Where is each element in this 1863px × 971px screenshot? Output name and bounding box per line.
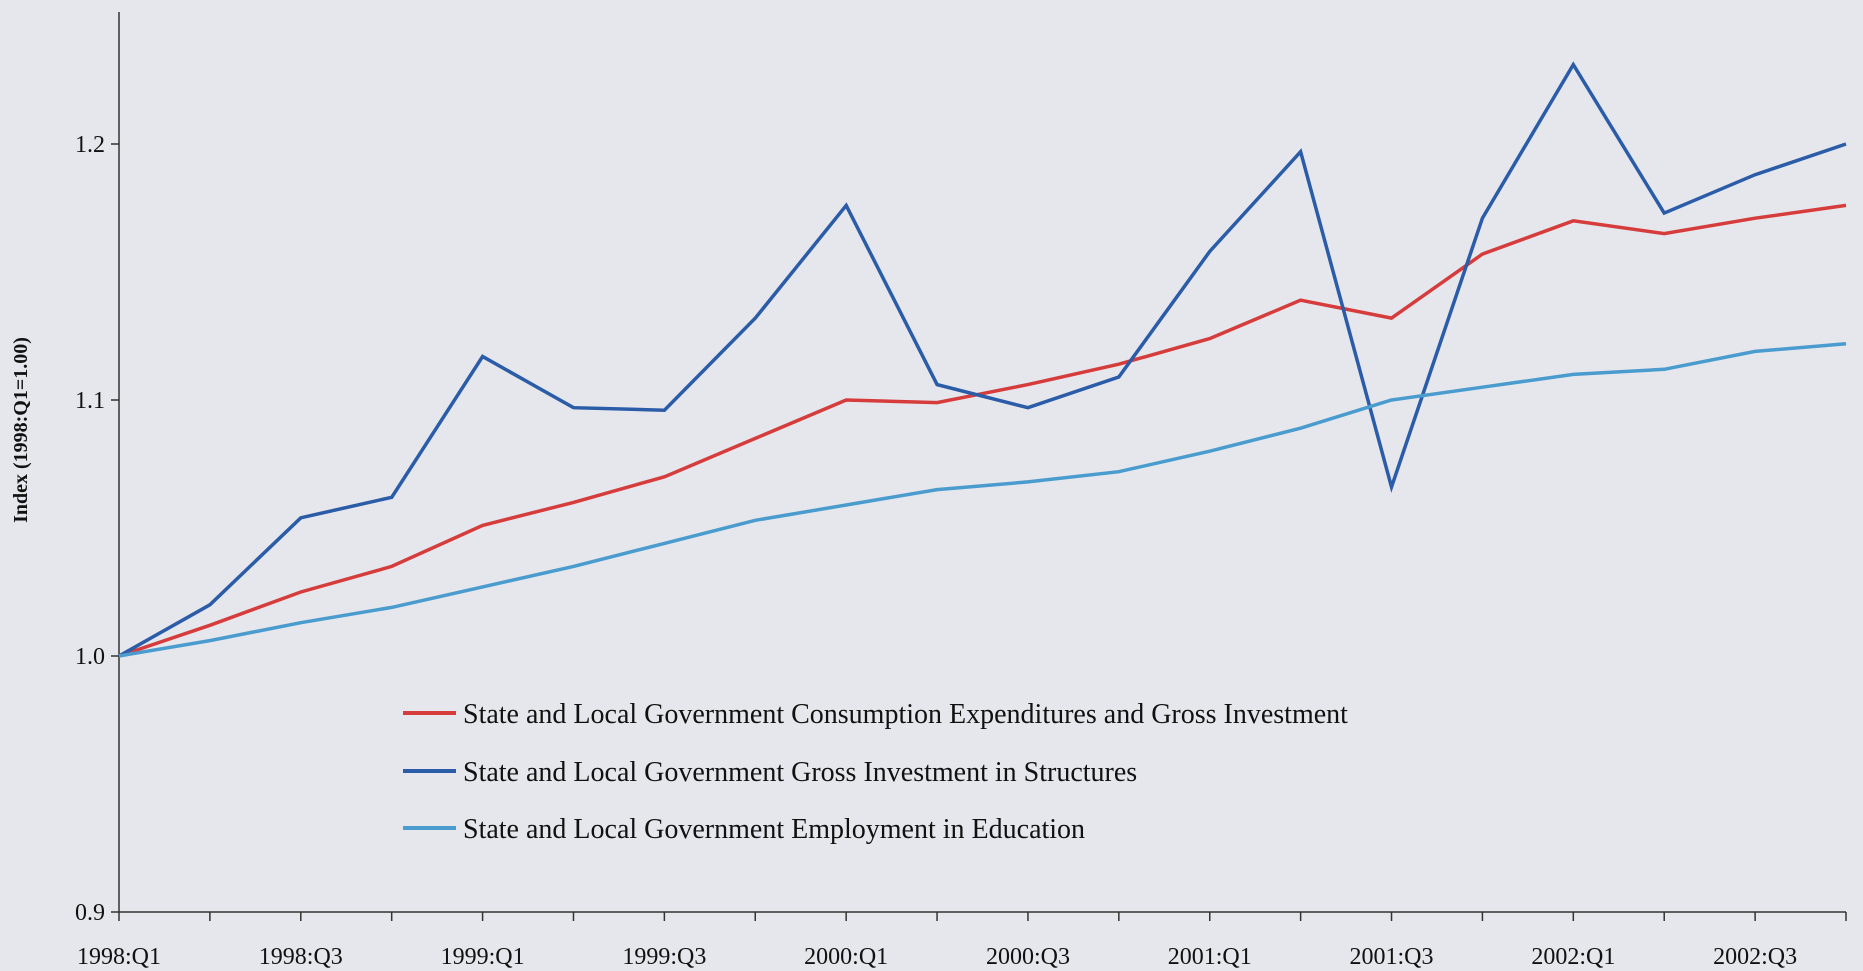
x-tick-label: 2001:Q3 bbox=[1350, 944, 1434, 970]
series-line-1 bbox=[118, 203, 1847, 658]
y-tick-label: 0.9 bbox=[75, 900, 105, 926]
series-lines bbox=[118, 61, 1847, 658]
legend-label: State and Local Government Consumption E… bbox=[463, 699, 1348, 730]
series-line-3 bbox=[118, 341, 1847, 658]
legend: State and Local Government Consumption E… bbox=[403, 699, 1348, 845]
x-tick-label: 2000:Q1 bbox=[804, 944, 888, 970]
legend-label: State and Local Government Employment in… bbox=[463, 814, 1085, 845]
legend-item-3: State and Local Government Employment in… bbox=[403, 814, 1085, 845]
axes: 0.9 1.0 1.1 1.2 1998:Q1 1998:Q3 1999:Q1 1999:Q3… bbox=[75, 12, 1847, 970]
legend-item-1: State and Local Government Consumption E… bbox=[403, 699, 1348, 730]
x-tick-label: 2001:Q1 bbox=[1168, 944, 1252, 970]
x-tick-label: 1998:Q3 bbox=[259, 944, 343, 970]
x-tick-label: 2002:Q3 bbox=[1713, 944, 1797, 970]
series-line-2 bbox=[118, 61, 1847, 658]
y-axis-title: Index (1998:Q1=1.00) bbox=[10, 337, 32, 523]
x-tick-label: 1999:Q1 bbox=[441, 944, 525, 970]
x-tick-label: 1998:Q1 bbox=[77, 944, 161, 970]
y-tick-label: 1.1 bbox=[75, 388, 105, 414]
y-tick-label: 1.0 bbox=[75, 644, 105, 670]
x-tick-label: 2002:Q1 bbox=[1531, 944, 1615, 970]
legend-label: State and Local Government Gross Investm… bbox=[463, 757, 1137, 788]
x-tick-label: 1999:Q3 bbox=[622, 944, 706, 970]
x-tick-label: 2000:Q3 bbox=[986, 944, 1070, 970]
y-tick-label: 1.2 bbox=[75, 132, 105, 158]
legend-item-2: State and Local Government Gross Investm… bbox=[403, 757, 1137, 788]
